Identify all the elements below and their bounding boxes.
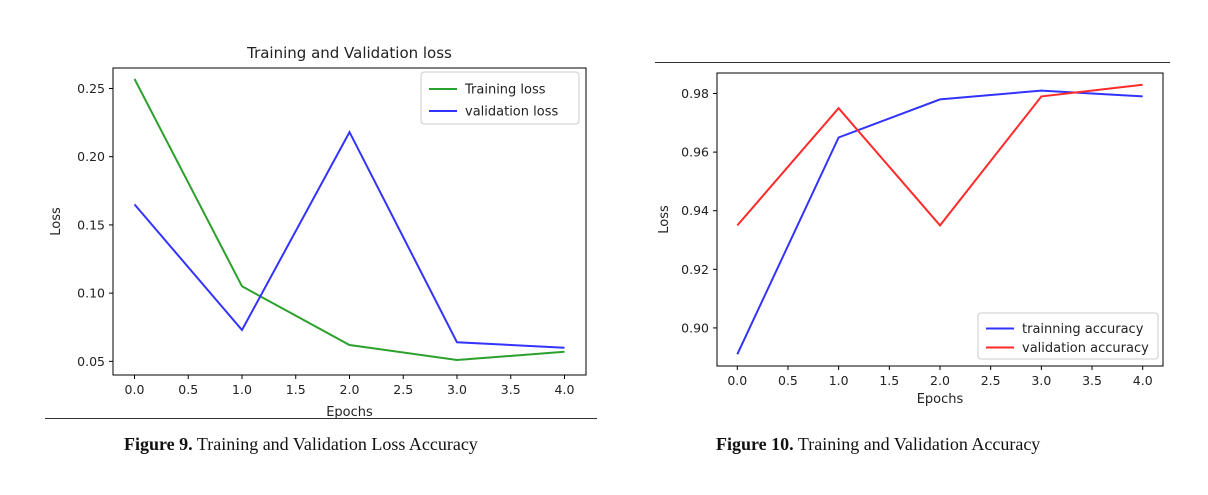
figure9-caption-text: Training and Validation Loss Accuracy	[192, 434, 478, 454]
y-tick-label: 0.94	[681, 203, 709, 218]
legend: trainning accuracy validation accuracy	[977, 312, 1159, 360]
legend-box	[977, 312, 1159, 360]
x-tick-label: 1.0	[232, 382, 252, 397]
figure9-caption: Figure 9. Training and Validation Loss A…	[124, 434, 478, 455]
x-tick-label: 2.5	[981, 373, 1001, 388]
x-tick-label: 1.0	[829, 373, 849, 388]
y-tick-label: 0.98	[681, 86, 709, 101]
figure10-caption: Figure 10. Training and Validation Accur…	[716, 434, 1040, 455]
y-axis-title: Loss	[657, 205, 672, 234]
series-line	[133, 129, 565, 349]
x-tick-label: 0.5	[778, 373, 798, 388]
y-tick-label: 0.92	[681, 262, 709, 277]
x-tick-label: 3.0	[447, 382, 467, 397]
legend-label: validation accuracy	[1022, 341, 1149, 356]
x-tick-label: 1.5	[879, 373, 899, 388]
x-tick-label: 1.5	[286, 382, 306, 397]
x-tick-label: 3.5	[501, 382, 521, 397]
legend-label: trainning accuracy	[1022, 322, 1144, 337]
x-tick-label: 2.0	[340, 382, 360, 397]
figure9-divider	[45, 418, 597, 419]
x-axis-title: Epochs	[326, 405, 373, 420]
figure10-caption-text: Training and Validation Accuracy	[793, 434, 1041, 454]
series-line	[133, 78, 565, 362]
x-tick-label: 0.5	[178, 382, 198, 397]
y-axis-title: Loss	[49, 207, 64, 236]
y-tick-label: 0.20	[77, 149, 105, 164]
x-tick-label: 2.5	[393, 382, 413, 397]
y-tick-label: 0.05	[77, 354, 105, 369]
loss-chart: Training and Validation loss Epochs Loss…	[49, 44, 587, 420]
y-tick-label: 0.25	[77, 81, 105, 96]
y-tick-label: 0.90	[681, 320, 709, 335]
figure9-caption-label: Figure 9.	[124, 434, 193, 454]
figure10-top-rule	[655, 62, 1170, 63]
legend-box	[420, 71, 580, 125]
x-tick-label: 3.0	[1031, 373, 1051, 388]
accuracy-chart: Epochs Loss 0.0 0.5 1.0 1.5 2.0 2.5 3.0 3.5 4.0 0…	[657, 72, 1164, 407]
legend: Training loss validation loss	[420, 71, 580, 125]
x-tick-label: 4.0	[1133, 373, 1153, 388]
y-tick-label: 0.15	[77, 217, 105, 232]
x-tick-label: 4.0	[555, 382, 575, 397]
x-axis-title: Epochs	[917, 392, 964, 407]
legend-label: validation loss	[465, 105, 558, 120]
series-line	[736, 83, 1143, 227]
chart-title: Training and Validation loss	[246, 44, 452, 62]
x-tick-label: 3.5	[1082, 373, 1102, 388]
x-tick-label: 2.0	[930, 373, 950, 388]
x-tick-label: 0.0	[125, 382, 145, 397]
y-tick-label: 0.96	[681, 145, 709, 160]
y-tick-label: 0.10	[77, 286, 105, 301]
figure10-caption-label: Figure 10.	[716, 434, 794, 454]
x-tick-label: 0.0	[727, 373, 747, 388]
legend-label: Training loss	[464, 83, 546, 98]
